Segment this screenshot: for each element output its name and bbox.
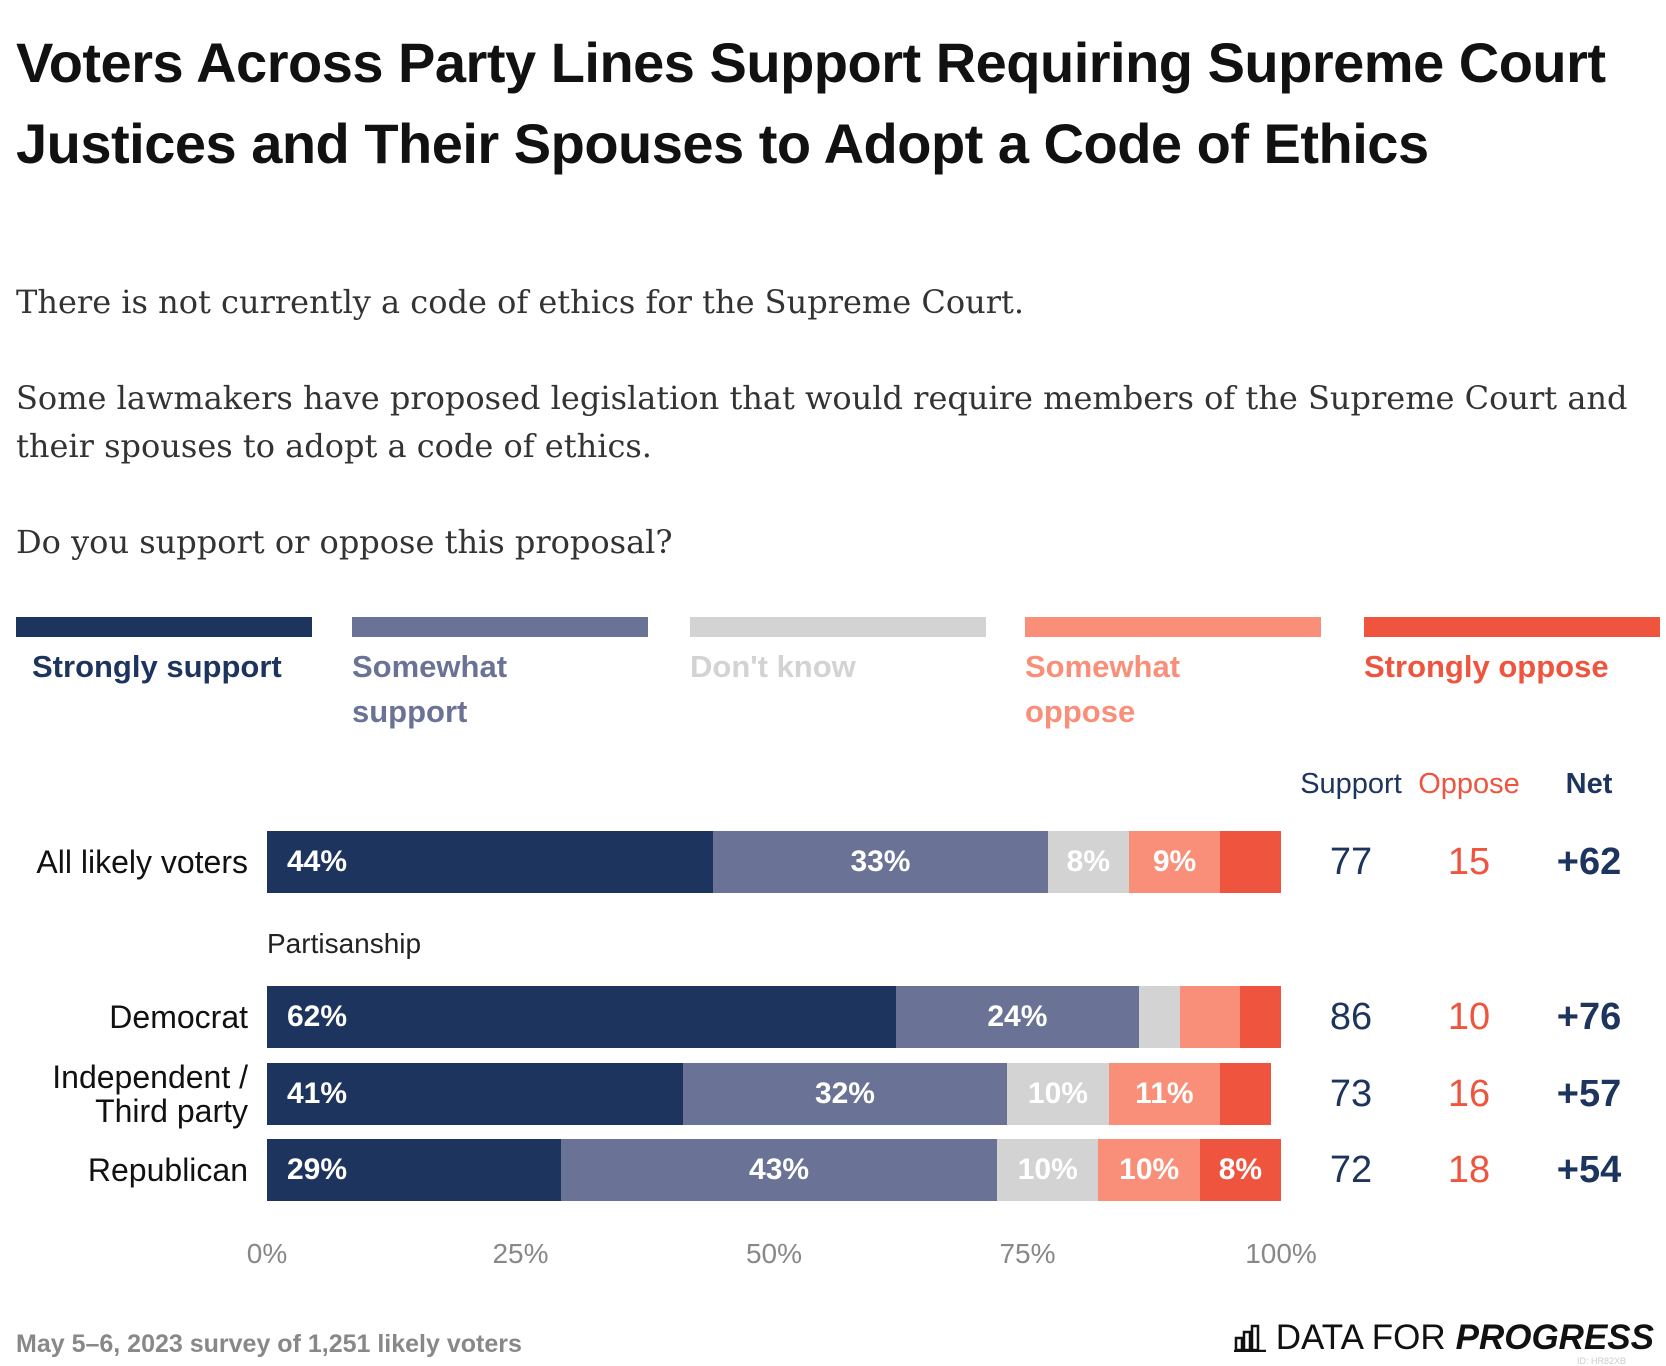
data-label: 62% <box>287 1000 348 1033</box>
data-label: 10% <box>1017 1153 1078 1186</box>
legend-label: Don't know <box>690 649 856 684</box>
bar-segment <box>267 831 714 893</box>
data-label: 8% <box>1218 1153 1263 1186</box>
column-value: +76 <box>1556 996 1622 1038</box>
legend-label: Strongly oppose <box>1364 649 1609 684</box>
data-label: 9% <box>1152 845 1197 878</box>
column-value: +57 <box>1556 1072 1622 1115</box>
column-value: 73 <box>1329 1072 1373 1115</box>
bar-segment <box>267 1139 562 1201</box>
note: May 5–6, 2023 survey of 1,251 likely vot… <box>16 1330 522 1358</box>
bar-segment <box>1220 1062 1271 1125</box>
data-label: 10% <box>1027 1076 1088 1110</box>
bar-segment <box>682 1062 1008 1125</box>
brand: DATA FOR PROGRESS <box>1233 1318 1654 1358</box>
bar-segment <box>1179 986 1241 1048</box>
row-label: Republican <box>87 1152 248 1188</box>
column-value: 77 <box>1329 841 1373 883</box>
chart-title: Voters Across Party Lines Support Requir… <box>16 31 1606 175</box>
column-value: 16 <box>1447 1072 1491 1115</box>
column-value: 72 <box>1329 1149 1373 1191</box>
brand-text: PROGRESS <box>1455 1318 1654 1357</box>
group-label: Partisanship <box>267 928 422 959</box>
bar-segment <box>1220 831 1281 893</box>
brand-text: DATA FOR <box>1275 1318 1446 1357</box>
data-label: 8% <box>1066 845 1110 878</box>
bar-segment <box>561 1139 998 1201</box>
legend-swatch <box>16 617 312 637</box>
subtitle: There is not currently a code of ethics … <box>16 283 1025 321</box>
bar-segment <box>997 1139 1099 1201</box>
bar-segment <box>1139 986 1180 1048</box>
bar-segment <box>1098 1139 1200 1201</box>
column-header: Oppose <box>1418 768 1520 800</box>
bar-segment <box>1199 1139 1281 1201</box>
x-tick-label: 50% <box>745 1238 803 1269</box>
row-label: All likely voters <box>36 844 248 880</box>
x-tick-label: 25% <box>492 1238 549 1269</box>
bar-segment <box>713 831 1048 893</box>
data-label: 10% <box>1119 1153 1180 1186</box>
subtitle: Some lawmakers have proposed legislation… <box>16 379 1628 465</box>
data-label: 24% <box>987 1000 1048 1033</box>
legend-swatch <box>1025 617 1321 637</box>
bar-segment <box>267 986 896 1048</box>
column-value: 10 <box>1447 996 1491 1038</box>
column-header: Support <box>1300 768 1402 800</box>
bar-segment <box>895 986 1140 1048</box>
legend-swatch <box>352 617 648 637</box>
column-header: Net <box>1565 768 1613 800</box>
data-label: 41% <box>287 1076 348 1110</box>
bar-segment <box>1047 831 1129 893</box>
row-label: Democrat <box>109 999 248 1035</box>
bar-segment <box>1007 1062 1109 1125</box>
data-label: 11% <box>1135 1076 1194 1110</box>
bar-segment <box>1128 831 1221 893</box>
data-label: 43% <box>749 1153 810 1186</box>
id-label: ID: HR82XB <box>1576 1356 1626 1366</box>
data-label: 32% <box>814 1076 875 1110</box>
data-label: 33% <box>850 845 911 878</box>
legend-label: Somewhat oppose <box>1025 649 1181 729</box>
column-value: 15 <box>1447 841 1491 883</box>
bar-segment <box>267 1062 683 1125</box>
data-label: 44% <box>287 845 348 878</box>
brand-icon <box>1233 1324 1266 1352</box>
bar-segment <box>1240 986 1281 1048</box>
x-tick-label: 75% <box>999 1238 1056 1269</box>
legend-label: Somewhat support <box>352 649 508 729</box>
legend-swatch <box>690 617 986 637</box>
column-value: +54 <box>1556 1149 1622 1191</box>
row-label: Independent / Third party <box>52 1058 248 1129</box>
x-tick-label: 100% <box>1245 1238 1317 1269</box>
bar-segment <box>1108 1062 1221 1125</box>
column-value: 86 <box>1329 996 1373 1038</box>
x-tick-label: 0% <box>246 1238 288 1269</box>
data-label: 29% <box>287 1153 348 1186</box>
column-value: 18 <box>1447 1149 1491 1191</box>
legend-swatch <box>1364 617 1660 637</box>
column-value: +62 <box>1556 841 1622 883</box>
subtitle: Do you support or oppose this proposal? <box>16 523 673 561</box>
legend-label: Strongly support <box>32 649 282 684</box>
